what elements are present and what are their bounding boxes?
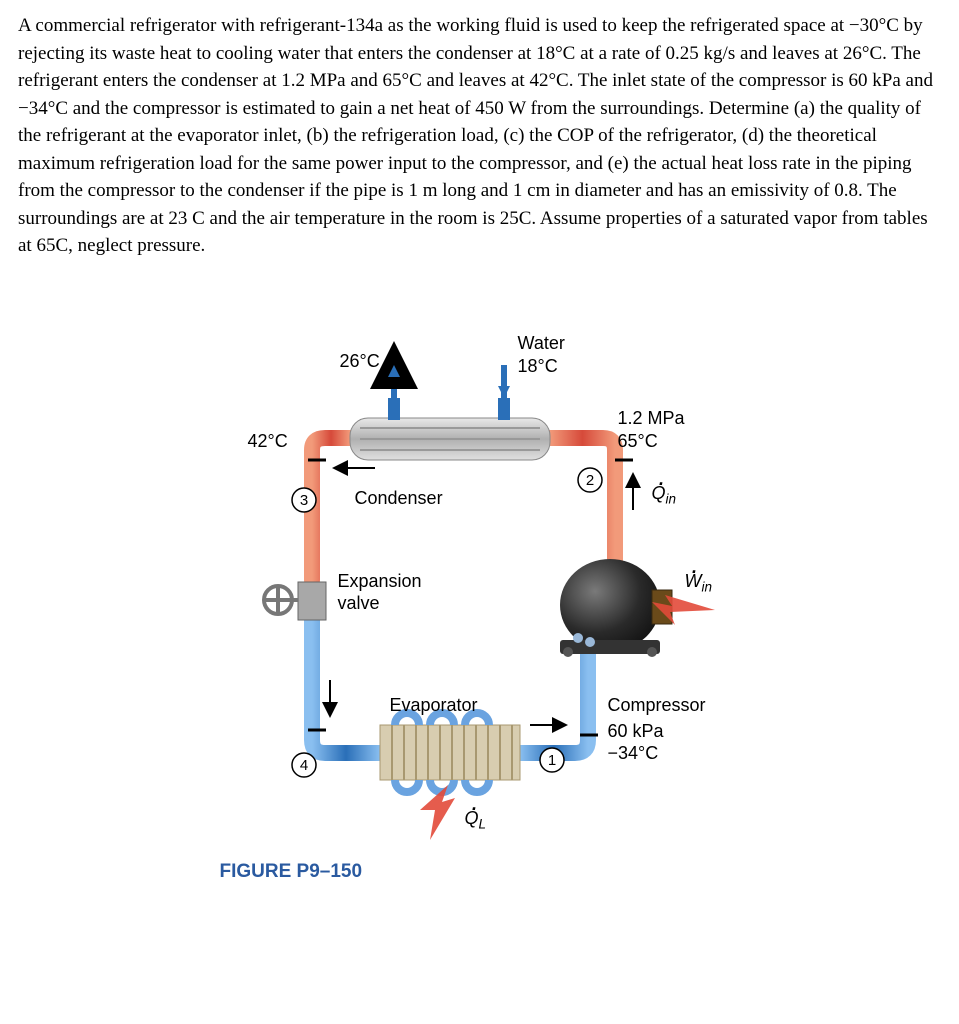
condenser-label: Condenser (355, 485, 443, 511)
water-in-temp: 18°C (518, 353, 558, 379)
state-4-label: 4 (299, 757, 307, 774)
refrigeration-cycle-diagram: 1 2 3 4 26°C Water 18°C 42°C 1.2 MPa 65°… (220, 320, 740, 886)
expansion-valve-graphic (264, 582, 326, 620)
condenser-in-temp: 65°C (618, 428, 658, 454)
expansion-label-2: valve (338, 590, 380, 616)
condenser-out-temp: 42°C (248, 428, 288, 454)
win-label: Win (685, 568, 713, 597)
condenser-graphic (350, 398, 550, 460)
ql-label: QL (465, 805, 487, 834)
compressor-in-temp: −34°C (608, 740, 659, 766)
compressor-graphic (560, 559, 672, 657)
evaporator-label: Evaporator (390, 692, 478, 718)
compressor-label: Compressor (608, 692, 706, 718)
evaporator-graphic (380, 713, 520, 792)
water-out-temp: 26°C (340, 348, 380, 374)
state-1-label: 1 (547, 752, 555, 769)
qin-label: Qin (652, 480, 677, 509)
figure-caption: FIGURE P9–150 (220, 858, 740, 886)
state-2-label: 2 (585, 472, 593, 489)
state-3-label: 3 (299, 492, 307, 509)
problem-statement: A commercial refrigerator with refrigera… (18, 12, 941, 260)
